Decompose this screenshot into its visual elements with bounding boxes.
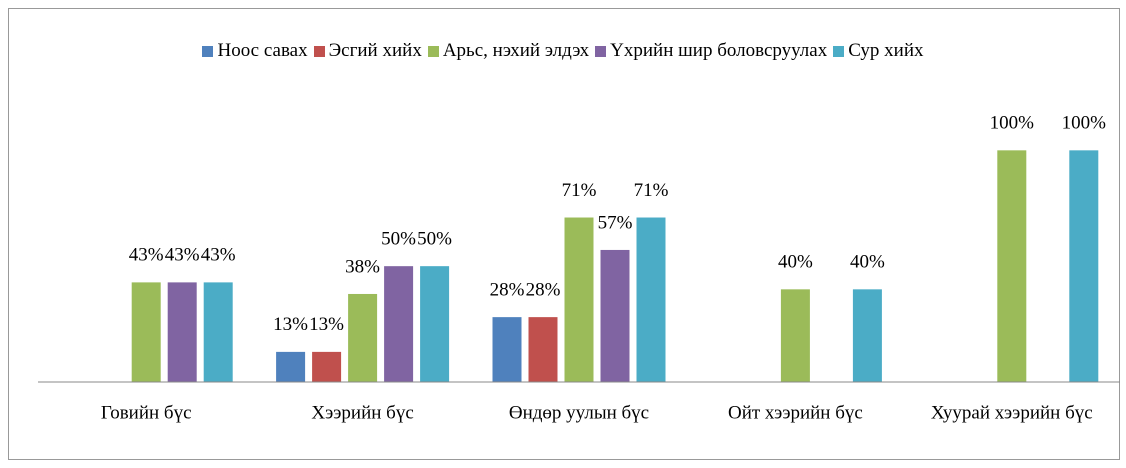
- x-tick-label: Говийн бүс: [101, 402, 192, 423]
- x-tick-label: Хуурай хээрийн бүс: [931, 402, 1093, 423]
- data-label: 100%: [990, 113, 1035, 134]
- data-label: 57%: [598, 212, 633, 233]
- legend-label: Үхрийн шир боловсруулах: [610, 40, 828, 61]
- legend-item: Сур хийх: [833, 40, 924, 62]
- data-label: 71%: [634, 180, 669, 201]
- legend-label: Эсгий хийх: [328, 40, 422, 61]
- data-label: 38%: [345, 256, 380, 277]
- bar: [312, 351, 342, 382]
- x-tick-label: Өндөр уулын бүс: [509, 402, 649, 423]
- data-label: 13%: [273, 314, 308, 335]
- bar: [492, 317, 522, 382]
- bar: [203, 282, 233, 382]
- data-label: 43%: [165, 245, 200, 266]
- data-label: 71%: [562, 180, 597, 201]
- legend-swatch: [833, 45, 845, 57]
- bar: [1069, 150, 1099, 382]
- legend-item: Ноос савах: [202, 40, 308, 62]
- data-label: 28%: [490, 279, 525, 300]
- legend-item: Эсгий хийх: [313, 40, 422, 62]
- bar: [528, 317, 558, 382]
- legend-swatch: [427, 45, 439, 57]
- x-tick-label: Ойт хээрийн бүс: [728, 402, 863, 423]
- legend-label: Сур хийх: [848, 40, 924, 61]
- legend-item: Арьс, нэхий элдэх: [427, 40, 590, 62]
- bar: [167, 282, 197, 382]
- data-label: 28%: [526, 279, 561, 300]
- legend-swatch: [313, 45, 325, 57]
- bar: [276, 351, 306, 382]
- bar: [384, 266, 414, 382]
- legend-swatch: [202, 45, 214, 57]
- bar: [348, 293, 378, 382]
- legend: Ноос савах Эсгий хийх Арьс, нэхий элдэх Үхр…: [0, 40, 1126, 62]
- data-label: 40%: [778, 252, 813, 273]
- bar: [131, 282, 161, 382]
- data-label: 50%: [417, 229, 452, 250]
- bar: [420, 266, 450, 382]
- data-label: 100%: [1062, 113, 1107, 134]
- bar: [852, 289, 882, 382]
- chart-border: [8, 8, 1120, 460]
- legend-item: Үхрийн шир боловсруулах: [595, 40, 827, 62]
- legend-label: Арьс, нэхий элдэх: [442, 40, 590, 61]
- x-tick-label: Хээрийн бүс: [311, 402, 413, 423]
- bar: [636, 217, 666, 382]
- bar: [600, 249, 630, 382]
- data-label: 13%: [309, 314, 344, 335]
- bar: [780, 289, 810, 382]
- bar: [564, 217, 594, 382]
- bar: [997, 150, 1027, 382]
- data-label: 43%: [201, 245, 236, 266]
- data-label: 50%: [381, 229, 416, 250]
- legend-swatch: [595, 45, 607, 57]
- data-label: 43%: [129, 245, 164, 266]
- data-label: 40%: [850, 252, 885, 273]
- legend-label: Ноос савах: [217, 40, 308, 61]
